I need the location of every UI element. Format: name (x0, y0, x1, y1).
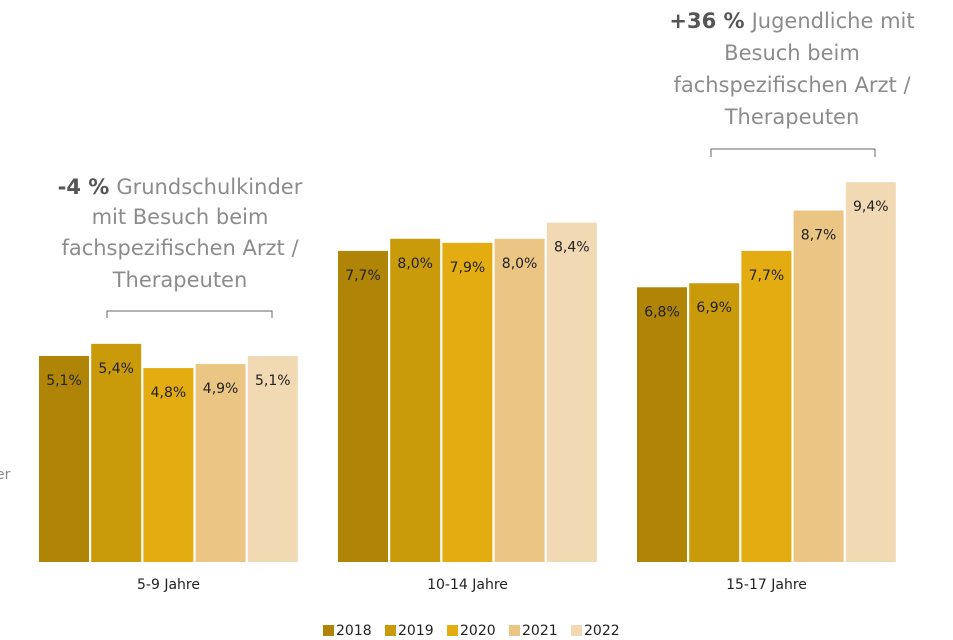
value-label: 7,9% (450, 260, 486, 276)
cut-text: er (0, 467, 11, 483)
x-tick-label: 5-9 Jahre (137, 577, 200, 593)
bar (143, 368, 194, 562)
value-label: 8,7% (801, 228, 837, 244)
legend-swatch (509, 625, 520, 636)
value-label: 7,7% (345, 268, 381, 284)
annotation: -4 % Grundschulkinder (58, 175, 303, 199)
legend-swatch (571, 625, 582, 636)
annotation: fachspezifischen Arzt / (673, 73, 911, 97)
bar (91, 343, 142, 562)
value-label: 4,9% (203, 381, 239, 397)
annotation: fachspezifischen Arzt / (61, 236, 299, 260)
value-label: 6,9% (696, 300, 732, 316)
bar (247, 355, 298, 562)
value-label: 7,7% (749, 268, 785, 284)
annotation-highlight: -4 % (58, 175, 110, 199)
annotation-text: fachspezifischen Arzt / (61, 236, 299, 260)
legend-label: 2021 (522, 623, 558, 639)
annotation-text: fachspezifischen Arzt / (673, 73, 911, 97)
bracket (710, 148, 876, 157)
legend-swatch (323, 625, 334, 636)
legend-swatch (447, 625, 458, 636)
bar (546, 222, 597, 562)
bar (741, 250, 792, 563)
bar (494, 238, 545, 563)
value-label: 9,4% (853, 199, 889, 215)
value-label: 8,0% (397, 256, 433, 272)
legend-swatch (385, 625, 396, 636)
legend-label: 2020 (460, 623, 496, 639)
bar (195, 364, 246, 562)
annotation: mit Besuch beim (92, 205, 269, 229)
value-label: 4,8% (151, 385, 187, 401)
legend-label: 2018 (336, 623, 372, 639)
value-label: 6,8% (644, 304, 680, 320)
x-tick-label: 15-17 Jahre (726, 577, 807, 593)
annotation: Besuch beim (724, 41, 860, 65)
annotation-text: Therapeuten (112, 268, 248, 292)
annotation-text: Besuch beim (724, 41, 860, 65)
value-label: 5,1% (255, 373, 291, 389)
bar (793, 210, 844, 562)
annotation-highlight: +36 % (669, 9, 744, 33)
annotation: Therapeuten (724, 105, 860, 129)
value-label: 5,4% (98, 361, 134, 377)
x-tick-label: 10-14 Jahre (427, 577, 508, 593)
value-label: 5,1% (46, 373, 82, 389)
annotation: +36 % Jugendliche mit (669, 9, 914, 33)
bar (442, 242, 493, 562)
bar (390, 238, 441, 563)
bracket (106, 310, 273, 318)
annotation-text: Jugendliche mit (750, 9, 915, 33)
value-label: 8,0% (502, 256, 538, 272)
value-label: 8,4% (554, 240, 590, 256)
annotation-text: Grundschulkinder (116, 175, 302, 199)
legend-label: 2019 (398, 623, 434, 639)
bar (39, 355, 89, 562)
legend-label: 2022 (584, 623, 620, 639)
annotation-text: mit Besuch beim (92, 205, 269, 229)
annotation-text: Therapeuten (724, 105, 860, 129)
bar (845, 182, 896, 563)
bar (689, 283, 740, 562)
annotation: Therapeuten (112, 268, 248, 292)
bar (637, 287, 687, 562)
bar (338, 250, 388, 563)
